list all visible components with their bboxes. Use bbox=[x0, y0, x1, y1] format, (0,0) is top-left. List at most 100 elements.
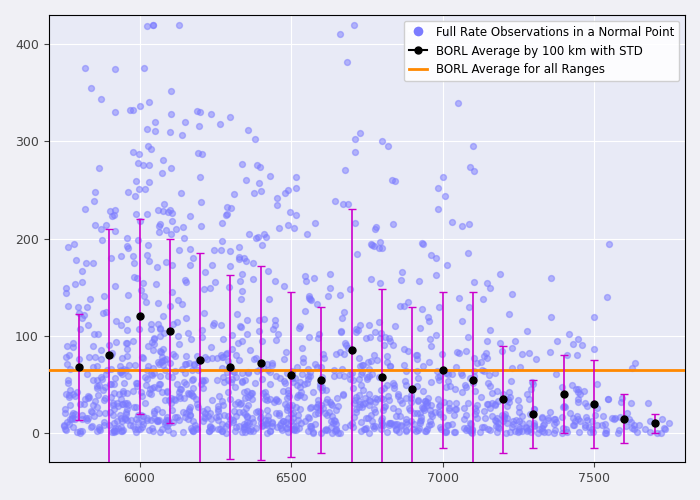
Full Rate Observations in a Normal Point bbox=[413, 396, 424, 404]
Full Rate Observations in a Normal Point bbox=[412, 351, 423, 359]
Full Rate Observations in a Normal Point bbox=[180, 360, 191, 368]
Full Rate Observations in a Normal Point bbox=[304, 414, 315, 422]
Full Rate Observations in a Normal Point bbox=[187, 426, 198, 434]
Full Rate Observations in a Normal Point bbox=[460, 347, 471, 355]
Full Rate Observations in a Normal Point bbox=[568, 421, 580, 429]
Full Rate Observations in a Normal Point bbox=[363, 390, 374, 398]
Full Rate Observations in a Normal Point bbox=[548, 420, 559, 428]
Full Rate Observations in a Normal Point bbox=[349, 396, 360, 404]
Full Rate Observations in a Normal Point bbox=[130, 428, 141, 436]
Full Rate Observations in a Normal Point bbox=[185, 410, 196, 418]
Full Rate Observations in a Normal Point bbox=[106, 212, 118, 220]
Full Rate Observations in a Normal Point bbox=[135, 388, 146, 396]
Full Rate Observations in a Normal Point bbox=[141, 125, 152, 133]
Full Rate Observations in a Normal Point bbox=[146, 424, 158, 432]
Full Rate Observations in a Normal Point bbox=[366, 417, 377, 425]
Full Rate Observations in a Normal Point bbox=[384, 396, 395, 404]
Full Rate Observations in a Normal Point bbox=[140, 184, 151, 192]
Full Rate Observations in a Normal Point bbox=[199, 412, 210, 420]
Full Rate Observations in a Normal Point bbox=[435, 426, 447, 434]
Full Rate Observations in a Normal Point bbox=[217, 334, 228, 342]
Full Rate Observations in a Normal Point bbox=[330, 350, 342, 358]
Full Rate Observations in a Normal Point bbox=[330, 426, 342, 434]
Full Rate Observations in a Normal Point bbox=[340, 422, 351, 430]
Full Rate Observations in a Normal Point bbox=[261, 233, 272, 241]
Full Rate Observations in a Normal Point bbox=[629, 359, 641, 367]
Full Rate Observations in a Normal Point bbox=[223, 388, 234, 396]
Full Rate Observations in a Normal Point bbox=[244, 346, 256, 354]
Full Rate Observations in a Normal Point bbox=[304, 368, 315, 376]
Full Rate Observations in a Normal Point bbox=[199, 353, 211, 361]
Full Rate Observations in a Normal Point bbox=[433, 396, 444, 404]
Full Rate Observations in a Normal Point bbox=[89, 354, 100, 362]
Full Rate Observations in a Normal Point bbox=[572, 351, 583, 359]
Full Rate Observations in a Normal Point bbox=[74, 354, 85, 362]
Full Rate Observations in a Normal Point bbox=[378, 384, 389, 392]
Full Rate Observations in a Normal Point bbox=[310, 360, 321, 368]
Full Rate Observations in a Normal Point bbox=[245, 425, 256, 433]
Full Rate Observations in a Normal Point bbox=[165, 394, 176, 402]
Full Rate Observations in a Normal Point bbox=[174, 20, 185, 28]
Full Rate Observations in a Normal Point bbox=[262, 366, 274, 374]
Full Rate Observations in a Normal Point bbox=[108, 405, 120, 413]
Full Rate Observations in a Normal Point bbox=[220, 211, 232, 219]
Full Rate Observations in a Normal Point bbox=[237, 377, 248, 385]
Full Rate Observations in a Normal Point bbox=[446, 218, 457, 226]
Full Rate Observations in a Normal Point bbox=[337, 200, 349, 208]
Full Rate Observations in a Normal Point bbox=[479, 367, 490, 375]
Full Rate Observations in a Normal Point bbox=[502, 395, 513, 403]
Full Rate Observations in a Normal Point bbox=[390, 178, 401, 186]
Full Rate Observations in a Normal Point bbox=[148, 346, 159, 354]
Full Rate Observations in a Normal Point bbox=[314, 383, 325, 391]
Full Rate Observations in a Normal Point bbox=[374, 373, 385, 381]
Full Rate Observations in a Normal Point bbox=[372, 395, 383, 403]
Full Rate Observations in a Normal Point bbox=[93, 410, 104, 418]
Full Rate Observations in a Normal Point bbox=[180, 409, 191, 417]
Full Rate Observations in a Normal Point bbox=[197, 326, 208, 334]
Full Rate Observations in a Normal Point bbox=[152, 299, 163, 307]
Full Rate Observations in a Normal Point bbox=[299, 417, 310, 425]
Full Rate Observations in a Normal Point bbox=[302, 372, 314, 380]
Full Rate Observations in a Normal Point bbox=[113, 402, 124, 409]
Full Rate Observations in a Normal Point bbox=[517, 412, 528, 420]
Full Rate Observations in a Normal Point bbox=[375, 386, 386, 394]
Full Rate Observations in a Normal Point bbox=[154, 332, 165, 340]
Full Rate Observations in a Normal Point bbox=[461, 424, 472, 432]
Full Rate Observations in a Normal Point bbox=[386, 419, 397, 427]
Full Rate Observations in a Normal Point bbox=[69, 410, 80, 418]
Full Rate Observations in a Normal Point bbox=[456, 318, 468, 326]
Full Rate Observations in a Normal Point bbox=[327, 428, 338, 436]
Full Rate Observations in a Normal Point bbox=[246, 414, 257, 422]
Full Rate Observations in a Normal Point bbox=[523, 419, 534, 427]
Full Rate Observations in a Normal Point bbox=[123, 360, 134, 368]
Full Rate Observations in a Normal Point bbox=[118, 400, 129, 408]
Full Rate Observations in a Normal Point bbox=[246, 388, 257, 396]
Full Rate Observations in a Normal Point bbox=[376, 421, 387, 429]
Full Rate Observations in a Normal Point bbox=[82, 302, 93, 310]
Full Rate Observations in a Normal Point bbox=[144, 178, 155, 186]
Full Rate Observations in a Normal Point bbox=[140, 398, 151, 406]
Full Rate Observations in a Normal Point bbox=[190, 424, 202, 432]
Full Rate Observations in a Normal Point bbox=[365, 332, 376, 340]
Full Rate Observations in a Normal Point bbox=[471, 402, 482, 409]
Full Rate Observations in a Normal Point bbox=[351, 324, 362, 332]
Full Rate Observations in a Normal Point bbox=[223, 376, 234, 384]
Full Rate Observations in a Normal Point bbox=[376, 426, 387, 434]
Full Rate Observations in a Normal Point bbox=[252, 407, 263, 415]
Full Rate Observations in a Normal Point bbox=[108, 389, 119, 397]
Full Rate Observations in a Normal Point bbox=[549, 426, 560, 434]
Full Rate Observations in a Normal Point bbox=[230, 400, 241, 408]
Full Rate Observations in a Normal Point bbox=[279, 282, 290, 290]
Full Rate Observations in a Normal Point bbox=[220, 429, 232, 437]
Full Rate Observations in a Normal Point bbox=[215, 426, 226, 434]
Full Rate Observations in a Normal Point bbox=[241, 420, 252, 428]
Full Rate Observations in a Normal Point bbox=[216, 398, 228, 406]
Full Rate Observations in a Normal Point bbox=[293, 324, 304, 332]
Full Rate Observations in a Normal Point bbox=[430, 330, 441, 338]
Full Rate Observations in a Normal Point bbox=[336, 328, 347, 336]
Full Rate Observations in a Normal Point bbox=[230, 428, 241, 436]
Full Rate Observations in a Normal Point bbox=[550, 416, 561, 424]
Full Rate Observations in a Normal Point bbox=[211, 354, 223, 362]
Full Rate Observations in a Normal Point bbox=[153, 417, 164, 425]
Full Rate Observations in a Normal Point bbox=[449, 385, 461, 393]
